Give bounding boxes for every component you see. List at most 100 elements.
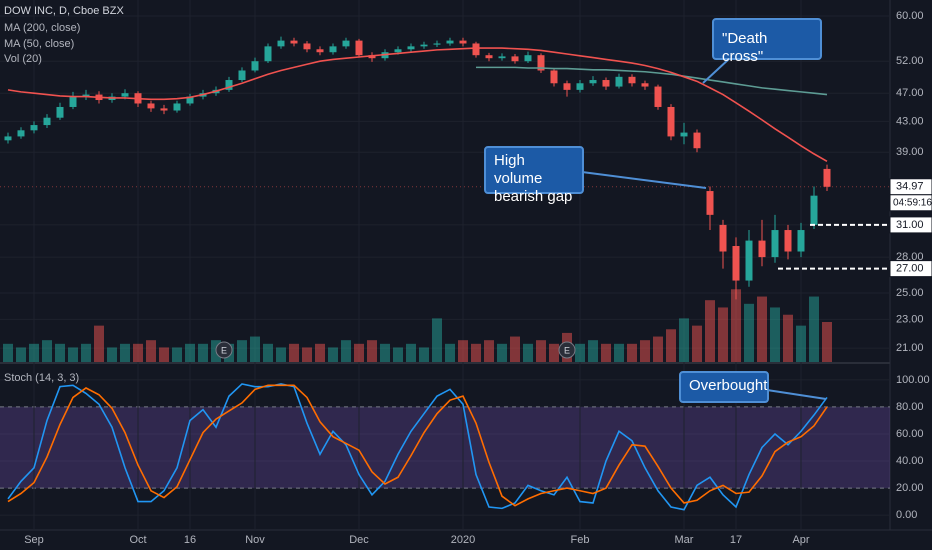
volume-bar [536, 340, 546, 362]
candle-body [420, 44, 428, 47]
line-series [476, 66, 828, 96]
candle-body [160, 108, 168, 111]
y-tick-label: 43.00 [896, 115, 924, 127]
candle-body [784, 230, 792, 252]
line-series [7, 47, 828, 163]
volume-bar [302, 347, 312, 362]
volume-bar [627, 343, 637, 362]
x-tick-label: 16 [184, 534, 196, 546]
candle-body [290, 40, 298, 44]
candle-body [121, 93, 129, 97]
event-icon [558, 341, 576, 359]
volume-bar [809, 296, 819, 362]
volume-bar [315, 343, 325, 362]
callout-pointer [702, 57, 731, 84]
volume-bar [250, 336, 260, 362]
candle-body [303, 43, 311, 50]
y-tick-label: 39.00 [896, 146, 924, 158]
volume-bar [497, 343, 507, 362]
line-series [7, 383, 828, 511]
volume-bar [822, 322, 832, 362]
candle-body [706, 191, 714, 215]
volume-bar [289, 343, 299, 362]
volume-bar [172, 347, 182, 362]
stoch-title: Stoch (14, 3, 3) [4, 372, 79, 384]
volume-bar [523, 343, 533, 362]
chart-title: DOW INC, D, Cboe BZX [4, 5, 124, 17]
candle-body [615, 76, 623, 87]
y-tick-label: 40.00 [896, 455, 924, 467]
candle-body [238, 70, 246, 81]
candle-body [602, 80, 610, 87]
volume-bar [484, 340, 494, 362]
candle-body [810, 195, 818, 225]
level-label: 31.00 [896, 219, 924, 231]
candle-body [56, 106, 64, 118]
volume-bar [744, 303, 754, 362]
candle-body [589, 80, 597, 84]
volume-bar [94, 325, 104, 362]
volume-bar [510, 336, 520, 362]
candle-body [628, 76, 636, 84]
event-label: E [221, 345, 227, 355]
candle-body [719, 224, 727, 252]
x-tick-label: Sep [24, 534, 44, 546]
x-tick-label: Mar [675, 534, 694, 546]
level-label: 27.00 [896, 263, 924, 275]
legend-entry: MA (200, close) [4, 22, 80, 34]
volume-bar [471, 343, 481, 362]
volume-bar [458, 340, 468, 362]
volume-bar [81, 343, 91, 362]
countdown-box [889, 194, 932, 212]
candle-body [524, 55, 532, 62]
volume-bar [757, 296, 767, 362]
y-tick-label: 47.00 [896, 87, 924, 99]
volume-bar [419, 347, 429, 362]
volume-bar [120, 343, 130, 362]
candle-body [4, 136, 12, 141]
callout-pointer [581, 171, 707, 189]
x-tick-label: Apr [792, 534, 809, 546]
price-label: 34.97 [896, 181, 924, 193]
candle-body [342, 40, 350, 47]
y-tick-label: 0.00 [896, 509, 917, 521]
candle-body [771, 230, 779, 258]
candle-body [17, 130, 25, 137]
volume-bar [107, 347, 117, 362]
volume-bar [263, 343, 273, 362]
volume-bar [679, 318, 689, 362]
countdown-label: 04:59:16 [893, 197, 932, 208]
volume-bar [367, 340, 377, 362]
candle-body [446, 40, 454, 44]
stoch-band [0, 406, 890, 489]
candle-body [511, 56, 519, 62]
x-tick-label: Feb [571, 534, 590, 546]
volume-bar [237, 340, 247, 362]
candle-body [173, 103, 181, 111]
volume-bar [68, 347, 78, 362]
volume-bar [133, 343, 143, 362]
y-tick-label: 20.00 [896, 482, 924, 494]
candle-body [485, 55, 493, 59]
y-tick-label: 28.00 [896, 251, 924, 263]
candle-body [368, 55, 376, 59]
candle-body [147, 103, 155, 109]
callout: High volume bearish gap [484, 146, 584, 205]
volume-bar [692, 325, 702, 362]
volume-bar [159, 347, 169, 362]
legend-entry: MA (50, close) [4, 38, 74, 50]
volume-bar [770, 307, 780, 362]
callout: Overbought [679, 371, 769, 403]
candle-body [82, 94, 90, 97]
volume-bar [614, 343, 624, 362]
volume-bar [341, 340, 351, 362]
y-tick-label: 21.00 [896, 342, 924, 354]
event-icon [215, 341, 233, 359]
volume-bar [718, 307, 728, 362]
candle-body [69, 96, 77, 107]
volume-bar [601, 343, 611, 362]
candle-body [498, 56, 506, 59]
candle-body [407, 46, 415, 50]
